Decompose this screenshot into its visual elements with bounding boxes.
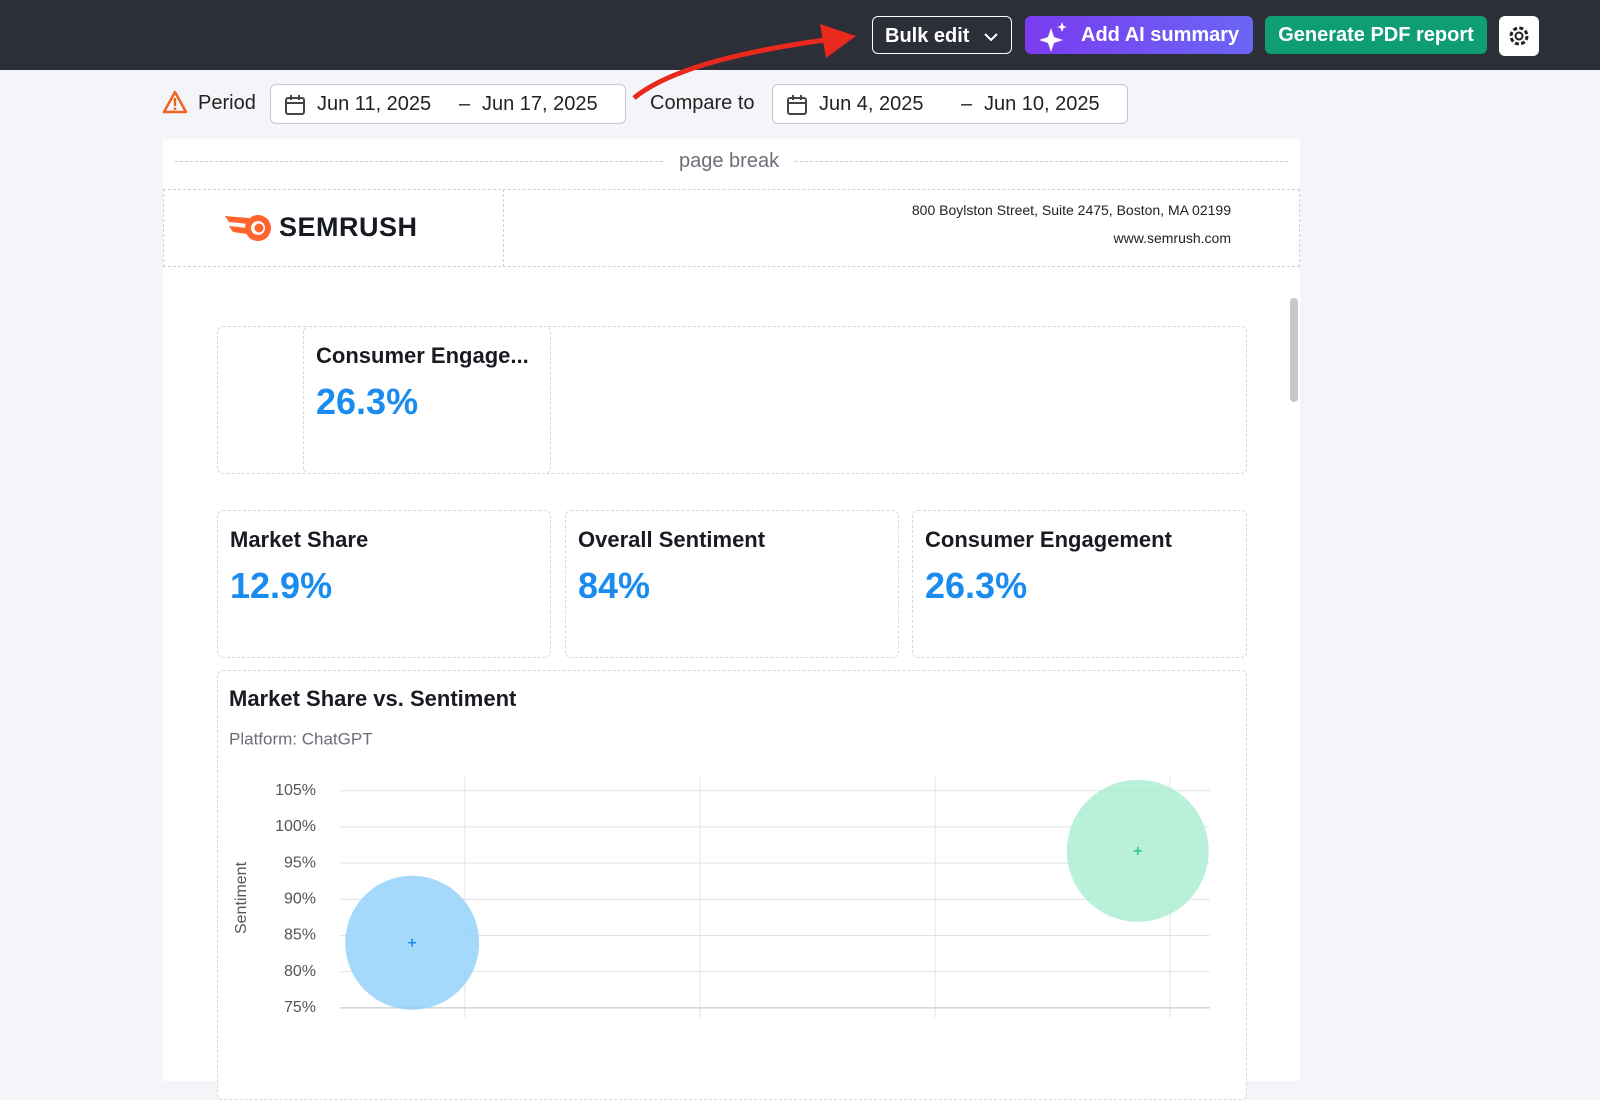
chevron: [984, 33, 999, 42]
period-picker[interactable]: Jun 11, 2025 – Jun 17, 2025: [270, 84, 626, 124]
compare-picker[interactable]: Jun 4, 2025 – Jun 10, 2025: [772, 84, 1128, 124]
website: www.semrush.com: [1113, 230, 1231, 246]
ai-summary-button[interactable]: Add AI summary: [1025, 16, 1253, 54]
y-tick-label: 80%: [284, 963, 316, 980]
sparkle-icon: [1039, 22, 1067, 52]
vertical-grid: [464, 777, 1171, 1018]
compare-label: Compare to: [650, 92, 755, 114]
y-tick-label: 90%: [284, 891, 316, 908]
red-arrow: [632, 24, 856, 100]
start-date: Jun 4, 2025: [819, 93, 924, 115]
y-tick-label: 100%: [275, 818, 316, 835]
bulk-edit-button[interactable]: Bulk edit: [872, 16, 1012, 54]
chart-subtitle: Platform: ChatGPT: [229, 729, 373, 748]
widget-value: 26.3%: [316, 381, 419, 422]
y-tick-label: 85%: [284, 927, 316, 944]
settings-button[interactable]: [1499, 16, 1539, 56]
widget-card: Overall Sentiment 84%: [565, 510, 899, 658]
y-tick-label: 95%: [284, 854, 316, 871]
report-header: [163, 189, 1300, 267]
address: 800 Boylston Street, Suite 2475, Boston,…: [911, 202, 1231, 218]
chart-title: Market Share vs. Sentiment: [229, 686, 517, 711]
end-date: Jun 10, 2025: [984, 93, 1100, 115]
widget-title: Consumer Engagement: [925, 527, 1172, 552]
y-axis-label: Sentiment: [233, 861, 250, 934]
button-label: Add AI summary: [1081, 24, 1240, 46]
widget-title: Overall Sentiment: [578, 527, 766, 552]
header-divider: [503, 189, 504, 267]
page-break-label: page break: [665, 150, 794, 173]
calendar-icon: [285, 95, 305, 115]
calendar-icon: [787, 95, 807, 115]
chart: Market Share vs. Sentiment Platform: Cha…: [229, 686, 1210, 1018]
widget-value: 12.9%: [230, 565, 333, 606]
y-tick-label: 105%: [275, 782, 316, 799]
pdf-report-button[interactable]: Generate PDF report: [1265, 16, 1487, 54]
bubble-center: [408, 938, 417, 947]
bubble-center: [1133, 846, 1142, 855]
widget-title: Market Share: [230, 527, 369, 552]
period-label: Period: [198, 92, 256, 114]
gear-icon: [1509, 26, 1529, 46]
date-separator: –: [961, 93, 973, 115]
warning-icon: [162, 90, 188, 114]
button-label: Generate PDF report: [1278, 24, 1474, 46]
end-date: Jun 17, 2025: [482, 93, 598, 115]
widget-card: Consumer Engage... 26.3%: [303, 326, 551, 474]
y-tick-label: 75%: [284, 999, 316, 1016]
widget-value: 26.3%: [925, 565, 1028, 606]
button-label: Bulk edit: [885, 25, 970, 47]
start-date: Jun 11, 2025: [317, 93, 432, 115]
brand-name: SEMRUSH: [279, 212, 418, 242]
widget-card: Consumer Engagement 26.3%: [912, 510, 1247, 658]
brand-logo: [225, 215, 271, 241]
widget-title: Consumer Engage...: [316, 343, 529, 368]
widget-card: Market Share 12.9%: [217, 510, 551, 658]
date-separator: –: [459, 93, 471, 115]
widget-value: 84%: [578, 565, 651, 606]
scrollbar-thumb[interactable]: [1290, 298, 1298, 402]
